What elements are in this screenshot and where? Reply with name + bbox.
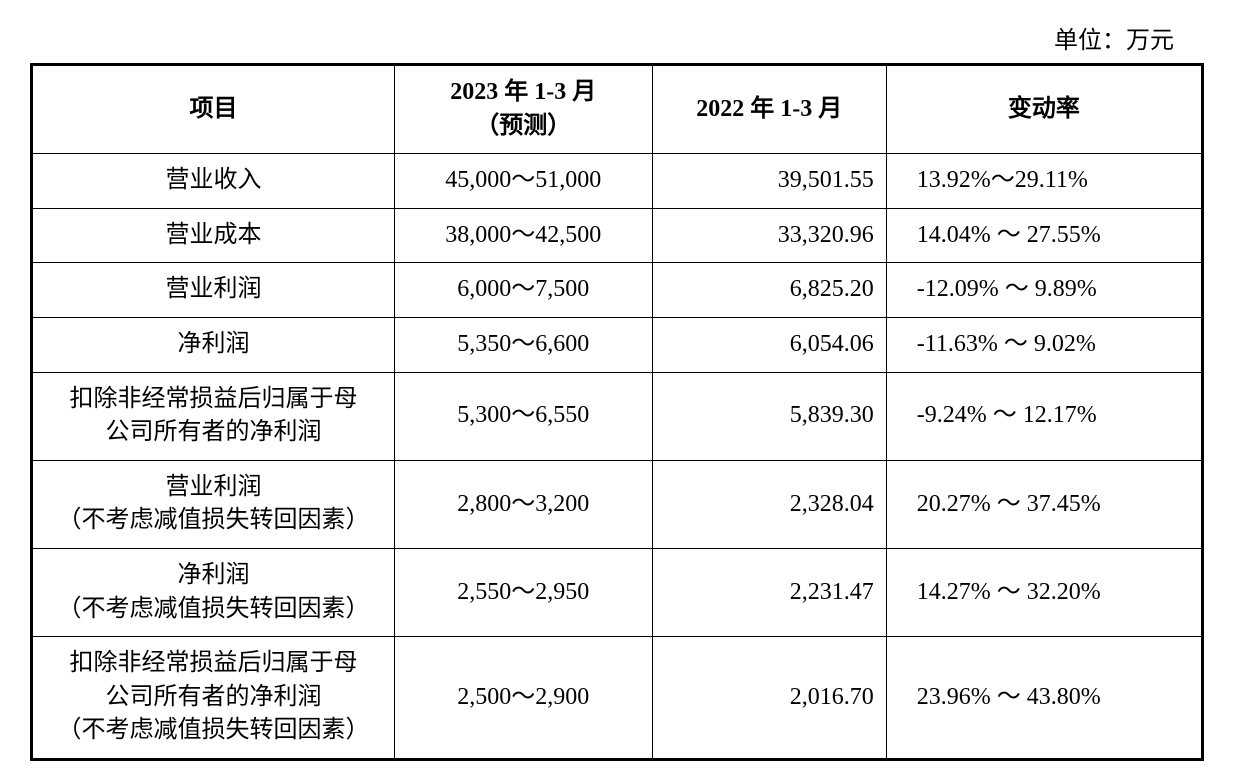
table-row: 扣除非经常损益后归属于母 公司所有者的净利润 （不考虑减值损失转回因素） 2,5… — [32, 637, 1203, 760]
cell-change: -11.63% ～ 9.02% — [886, 317, 1202, 372]
table-row: 营业利润 （不考虑减值损失转回因素） 2,800～3,200 2,328.04 … — [32, 460, 1203, 548]
cell-change: 13.92%～29.11% — [886, 154, 1202, 209]
cell-change: 20.27% ～ 37.45% — [886, 460, 1202, 548]
header-forecast: 2023 年 1-3 月 （预测） — [395, 65, 653, 154]
cell-prior: 5,839.30 — [652, 372, 886, 460]
cell-prior: 33,320.96 — [652, 208, 886, 263]
header-item: 项目 — [32, 65, 395, 154]
cell-forecast: 38,000～42,500 — [395, 208, 653, 263]
table-row: 营业收入 45,000～51,000 39,501.55 13.92%～29.1… — [32, 154, 1203, 209]
cell-prior: 2,328.04 — [652, 460, 886, 548]
cell-prior: 6,054.06 — [652, 317, 886, 372]
cell-item: 净利润 （不考虑减值损失转回因素） — [32, 548, 395, 636]
cell-forecast: 6,000～7,500 — [395, 263, 653, 318]
cell-forecast: 5,350～6,600 — [395, 317, 653, 372]
cell-forecast: 2,550～2,950 — [395, 548, 653, 636]
unit-label: 单位：万元 — [30, 20, 1204, 55]
cell-item: 扣除非经常损益后归属于母 公司所有者的净利润 — [32, 372, 395, 460]
table-header-row: 项目 2023 年 1-3 月 （预测） 2022 年 1-3 月 变动率 — [32, 65, 1203, 154]
table-row: 净利润 （不考虑减值损失转回因素） 2,550～2,950 2,231.47 1… — [32, 548, 1203, 636]
cell-item: 净利润 — [32, 317, 395, 372]
cell-item: 营业利润 （不考虑减值损失转回因素） — [32, 460, 395, 548]
cell-forecast: 5,300～6,550 — [395, 372, 653, 460]
cell-change: -12.09% ～ 9.89% — [886, 263, 1202, 318]
cell-item: 营业收入 — [32, 154, 395, 209]
cell-prior: 2,016.70 — [652, 637, 886, 760]
cell-prior: 6,825.20 — [652, 263, 886, 318]
cell-item: 营业成本 — [32, 208, 395, 263]
cell-item: 营业利润 — [32, 263, 395, 318]
cell-prior: 2,231.47 — [652, 548, 886, 636]
table-row: 净利润 5,350～6,600 6,054.06 -11.63% ～ 9.02% — [32, 317, 1203, 372]
header-prior: 2022 年 1-3 月 — [652, 65, 886, 154]
cell-forecast: 2,800～3,200 — [395, 460, 653, 548]
table-body: 营业收入 45,000～51,000 39,501.55 13.92%～29.1… — [32, 154, 1203, 760]
table-row: 扣除非经常损益后归属于母 公司所有者的净利润 5,300～6,550 5,839… — [32, 372, 1203, 460]
cell-change: -9.24% ～ 12.17% — [886, 372, 1202, 460]
cell-prior: 39,501.55 — [652, 154, 886, 209]
cell-change: 14.27% ～ 32.20% — [886, 548, 1202, 636]
cell-change: 23.96% ～ 43.80% — [886, 637, 1202, 760]
cell-forecast: 2,500～2,900 — [395, 637, 653, 760]
cell-item: 扣除非经常损益后归属于母 公司所有者的净利润 （不考虑减值损失转回因素） — [32, 637, 395, 760]
cell-change: 14.04% ～ 27.55% — [886, 208, 1202, 263]
table-row: 营业成本 38,000～42,500 33,320.96 14.04% ～ 27… — [32, 208, 1203, 263]
table-row: 营业利润 6,000～7,500 6,825.20 -12.09% ～ 9.89… — [32, 263, 1203, 318]
cell-forecast: 45,000～51,000 — [395, 154, 653, 209]
financial-forecast-table: 项目 2023 年 1-3 月 （预测） 2022 年 1-3 月 变动率 营业… — [30, 63, 1204, 761]
header-change: 变动率 — [886, 65, 1202, 154]
